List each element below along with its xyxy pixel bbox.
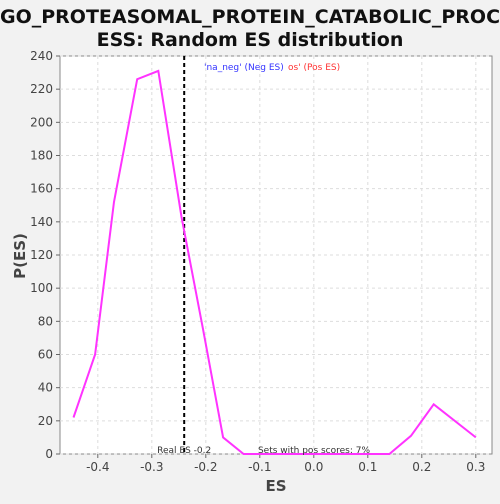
pos-scores-annotation: Sets with pos scores: 7% [258,446,371,456]
x-tick-label: 0.0 [304,460,323,474]
y-tick-label: 20 [38,414,53,428]
x-tick-label: 0.3 [466,460,485,474]
x-tick-label: -0.4 [86,460,109,474]
x-tick-label: 0.2 [412,460,431,474]
distribution-line [72,69,477,455]
y-tick-label: 60 [38,348,53,362]
grid [60,55,492,455]
y-tick-label: 80 [38,314,53,328]
x-axis-label: ES [265,477,286,495]
axis-ticks: 0 20 40 60 80 100 120 140 160 180 200 220 240 -0.4 -0.… [30,49,485,474]
y-tick-label: 0 [45,447,53,461]
legend-neg: 'na_neg' (Neg ES) [204,63,284,73]
legend-pos: os' (Pos ES) [288,63,340,73]
y-tick-label: 120 [30,248,53,262]
x-tick-label: -0.1 [248,460,271,474]
x-tick-label: -0.3 [140,460,163,474]
chart-title-line2: ESS: Random ES distribution [97,29,404,51]
y-axis-label: P(ES) [11,233,29,279]
x-tick-label: -0.2 [194,460,217,474]
y-tick-label: 220 [30,82,53,96]
y-tick-label: 140 [30,215,53,229]
y-tick-label: 200 [30,115,53,129]
y-tick-label: 40 [38,381,53,395]
y-tick-label: 160 [30,182,53,196]
chart-title-line1: GO_PROTEASOMAL_PROTEIN_CATABOLIC_PROC [0,6,500,28]
y-tick-label: 180 [30,149,53,163]
y-tick-label: 100 [30,281,53,295]
x-tick-label: 0.1 [358,460,377,474]
real-es-label: Real ES -0.2 [157,446,211,456]
y-tick-label: 240 [30,49,53,63]
